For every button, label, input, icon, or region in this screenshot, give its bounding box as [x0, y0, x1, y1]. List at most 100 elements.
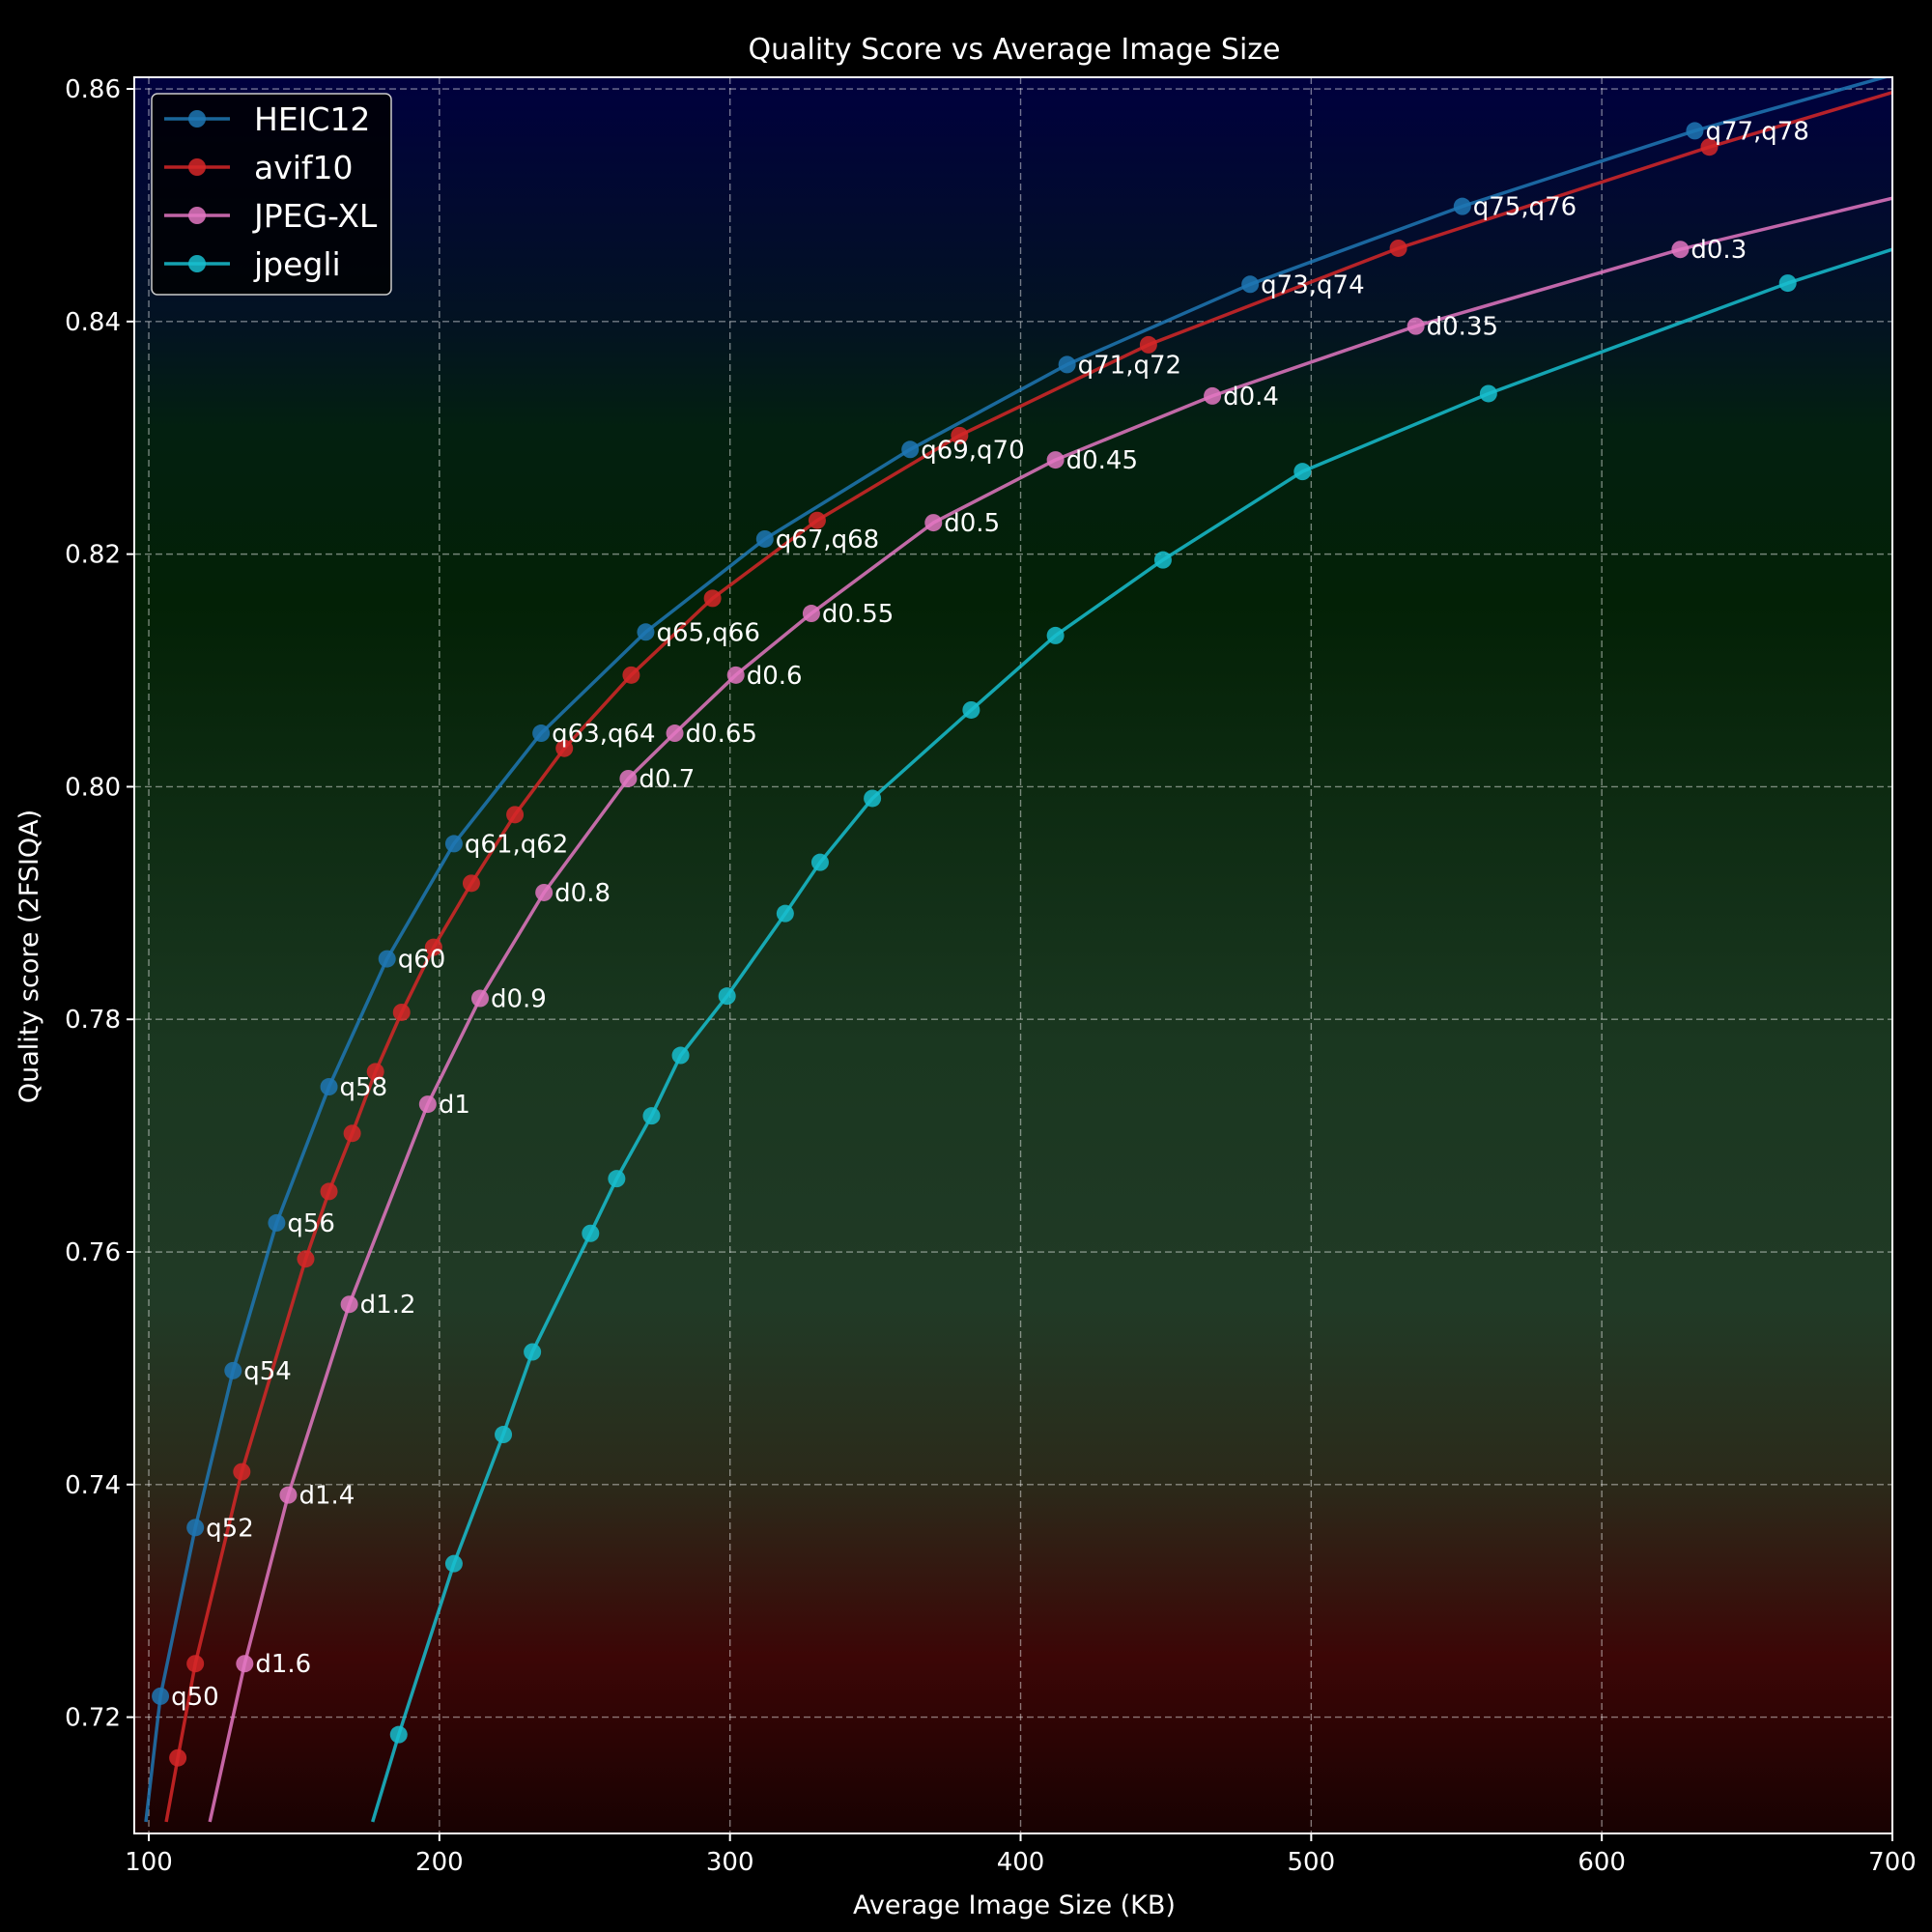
legend-label-jpeg-xl: JPEG-XL	[252, 197, 378, 235]
legend-label-jpegli: jpegli	[253, 245, 341, 283]
data-point-avif10	[320, 1182, 338, 1201]
data-point-jpegli	[718, 987, 736, 1006]
point-label: q50	[171, 1683, 219, 1712]
point-label: q73,q74	[1261, 270, 1364, 299]
point-label: q58	[340, 1073, 388, 1102]
y-axis-title: Quality score (2FSIQA)	[14, 810, 44, 1103]
data-point-avif10	[186, 1655, 205, 1673]
data-point-jpegli	[864, 789, 882, 808]
data-point-jpegli	[444, 1554, 463, 1573]
data-point-heic12	[755, 529, 774, 548]
data-point-jpeg-xl	[340, 1295, 358, 1314]
data-point-jpegli	[810, 853, 829, 871]
data-point-avif10	[1700, 138, 1719, 156]
x-tick-label: 100	[125, 1848, 173, 1877]
data-point-jpeg-xl	[236, 1655, 254, 1673]
legend-marker-heic12	[188, 110, 206, 128]
point-label: d0.3	[1690, 236, 1747, 265]
point-label: q63,q64	[552, 720, 655, 749]
legend: HEIC12 avif10 JPEG-XL jpegli	[151, 93, 392, 296]
data-point-jpeg-xl	[619, 769, 638, 787]
data-point-heic12	[637, 623, 655, 641]
data-point-jpegli	[642, 1107, 661, 1125]
chart-title: Quality Score vs Average Image Size	[748, 33, 1280, 67]
data-point-heic12	[1241, 275, 1260, 294]
x-tick-label: 500	[1288, 1848, 1336, 1877]
data-point-jpeg-xl	[470, 989, 489, 1008]
data-point-heic12	[378, 950, 396, 968]
x-tick-label: 700	[1868, 1848, 1917, 1877]
data-point-jpegli	[962, 700, 980, 719]
data-point-avif10	[703, 589, 722, 608]
data-point-jpeg-xl	[1671, 241, 1690, 259]
point-label: q77,q78	[1705, 117, 1808, 146]
data-point-heic12	[320, 1078, 338, 1096]
data-point-heic12	[1686, 122, 1704, 140]
data-point-jpegli	[608, 1170, 626, 1188]
data-point-jpegli	[495, 1426, 513, 1444]
point-label: d0.9	[491, 985, 547, 1014]
point-label: q60	[398, 946, 446, 975]
data-point-heic12	[224, 1361, 242, 1379]
legend-marker-avif10	[188, 158, 206, 176]
data-point-jpegli	[1046, 626, 1065, 644]
legend-box	[151, 93, 392, 296]
data-point-heic12	[1058, 355, 1076, 374]
data-point-jpegli	[671, 1046, 690, 1065]
data-point-avif10	[1139, 335, 1157, 354]
y-tick-label: 0.76	[65, 1238, 121, 1267]
data-point-avif10	[622, 666, 640, 684]
point-label: d0.55	[822, 600, 894, 629]
point-label: d0.6	[747, 662, 803, 691]
x-tick-label: 600	[1577, 1848, 1626, 1877]
point-label: q71,q72	[1078, 351, 1181, 380]
point-label: d0.8	[554, 879, 611, 908]
grid	[134, 77, 1893, 1833]
series-line-jpegli	[371, 247, 1892, 1823]
data-point-avif10	[169, 1748, 187, 1767]
y-tick-label: 0.78	[65, 1006, 121, 1035]
y-tick-label: 0.86	[65, 75, 121, 104]
point-label: q69,q70	[921, 436, 1024, 465]
data-point-avif10	[392, 1003, 411, 1021]
data-point-heic12	[901, 440, 920, 459]
point-label: q65,q66	[656, 618, 759, 647]
data-point-jpegli	[582, 1224, 600, 1242]
point-label: d0.4	[1223, 383, 1279, 412]
legend-marker-jpeg-xl	[188, 207, 206, 224]
data-point-jpeg-xl	[1204, 386, 1222, 405]
plot-background	[134, 77, 1892, 1833]
legend-label-heic12: HEIC12	[254, 100, 370, 138]
point-labels: q50 q52 q54 q56 q58 q60 q61,q62 q63,q64 q65,q66 q…	[171, 117, 1809, 1712]
data-point-jpeg-xl	[535, 883, 554, 901]
data-point-avif10	[1389, 239, 1407, 257]
point-label: d0.35	[1427, 313, 1498, 342]
point-label: d0.45	[1066, 446, 1138, 475]
point-label: d0.7	[639, 765, 695, 794]
data-point-avif10	[233, 1463, 251, 1481]
point-label: q61,q62	[465, 830, 568, 859]
data-point-jpeg-xl	[1406, 317, 1425, 335]
data-point-avif10	[366, 1063, 384, 1081]
y-tick-label: 0.80	[65, 773, 121, 802]
point-label: d0.5	[944, 509, 1000, 538]
point-label: d0.65	[686, 720, 757, 749]
data-point-jpegli	[389, 1725, 408, 1744]
data-point-jpeg-xl	[802, 605, 820, 623]
data-point-avif10	[424, 938, 442, 956]
data-point-avif10	[555, 739, 574, 757]
plot-frame	[133, 76, 1893, 1834]
point-label: q67,q68	[776, 526, 879, 554]
data-point-jpegli	[524, 1343, 542, 1361]
point-label: q75,q76	[1473, 193, 1577, 222]
x-tick-label: 200	[415, 1848, 464, 1877]
data-point-avif10	[506, 806, 525, 824]
data-point-heic12	[444, 835, 463, 853]
y-tick-label: 0.72	[65, 1704, 121, 1733]
point-label: d1	[439, 1091, 470, 1120]
point-label: d1.6	[255, 1650, 311, 1679]
ticks: 100 200 300 400 500 600 700 0.72 0.74 0.76 0.78 0.8…	[65, 75, 1917, 1877]
legend-label-avif10: avif10	[254, 149, 354, 186]
point-label: q56	[287, 1209, 335, 1238]
